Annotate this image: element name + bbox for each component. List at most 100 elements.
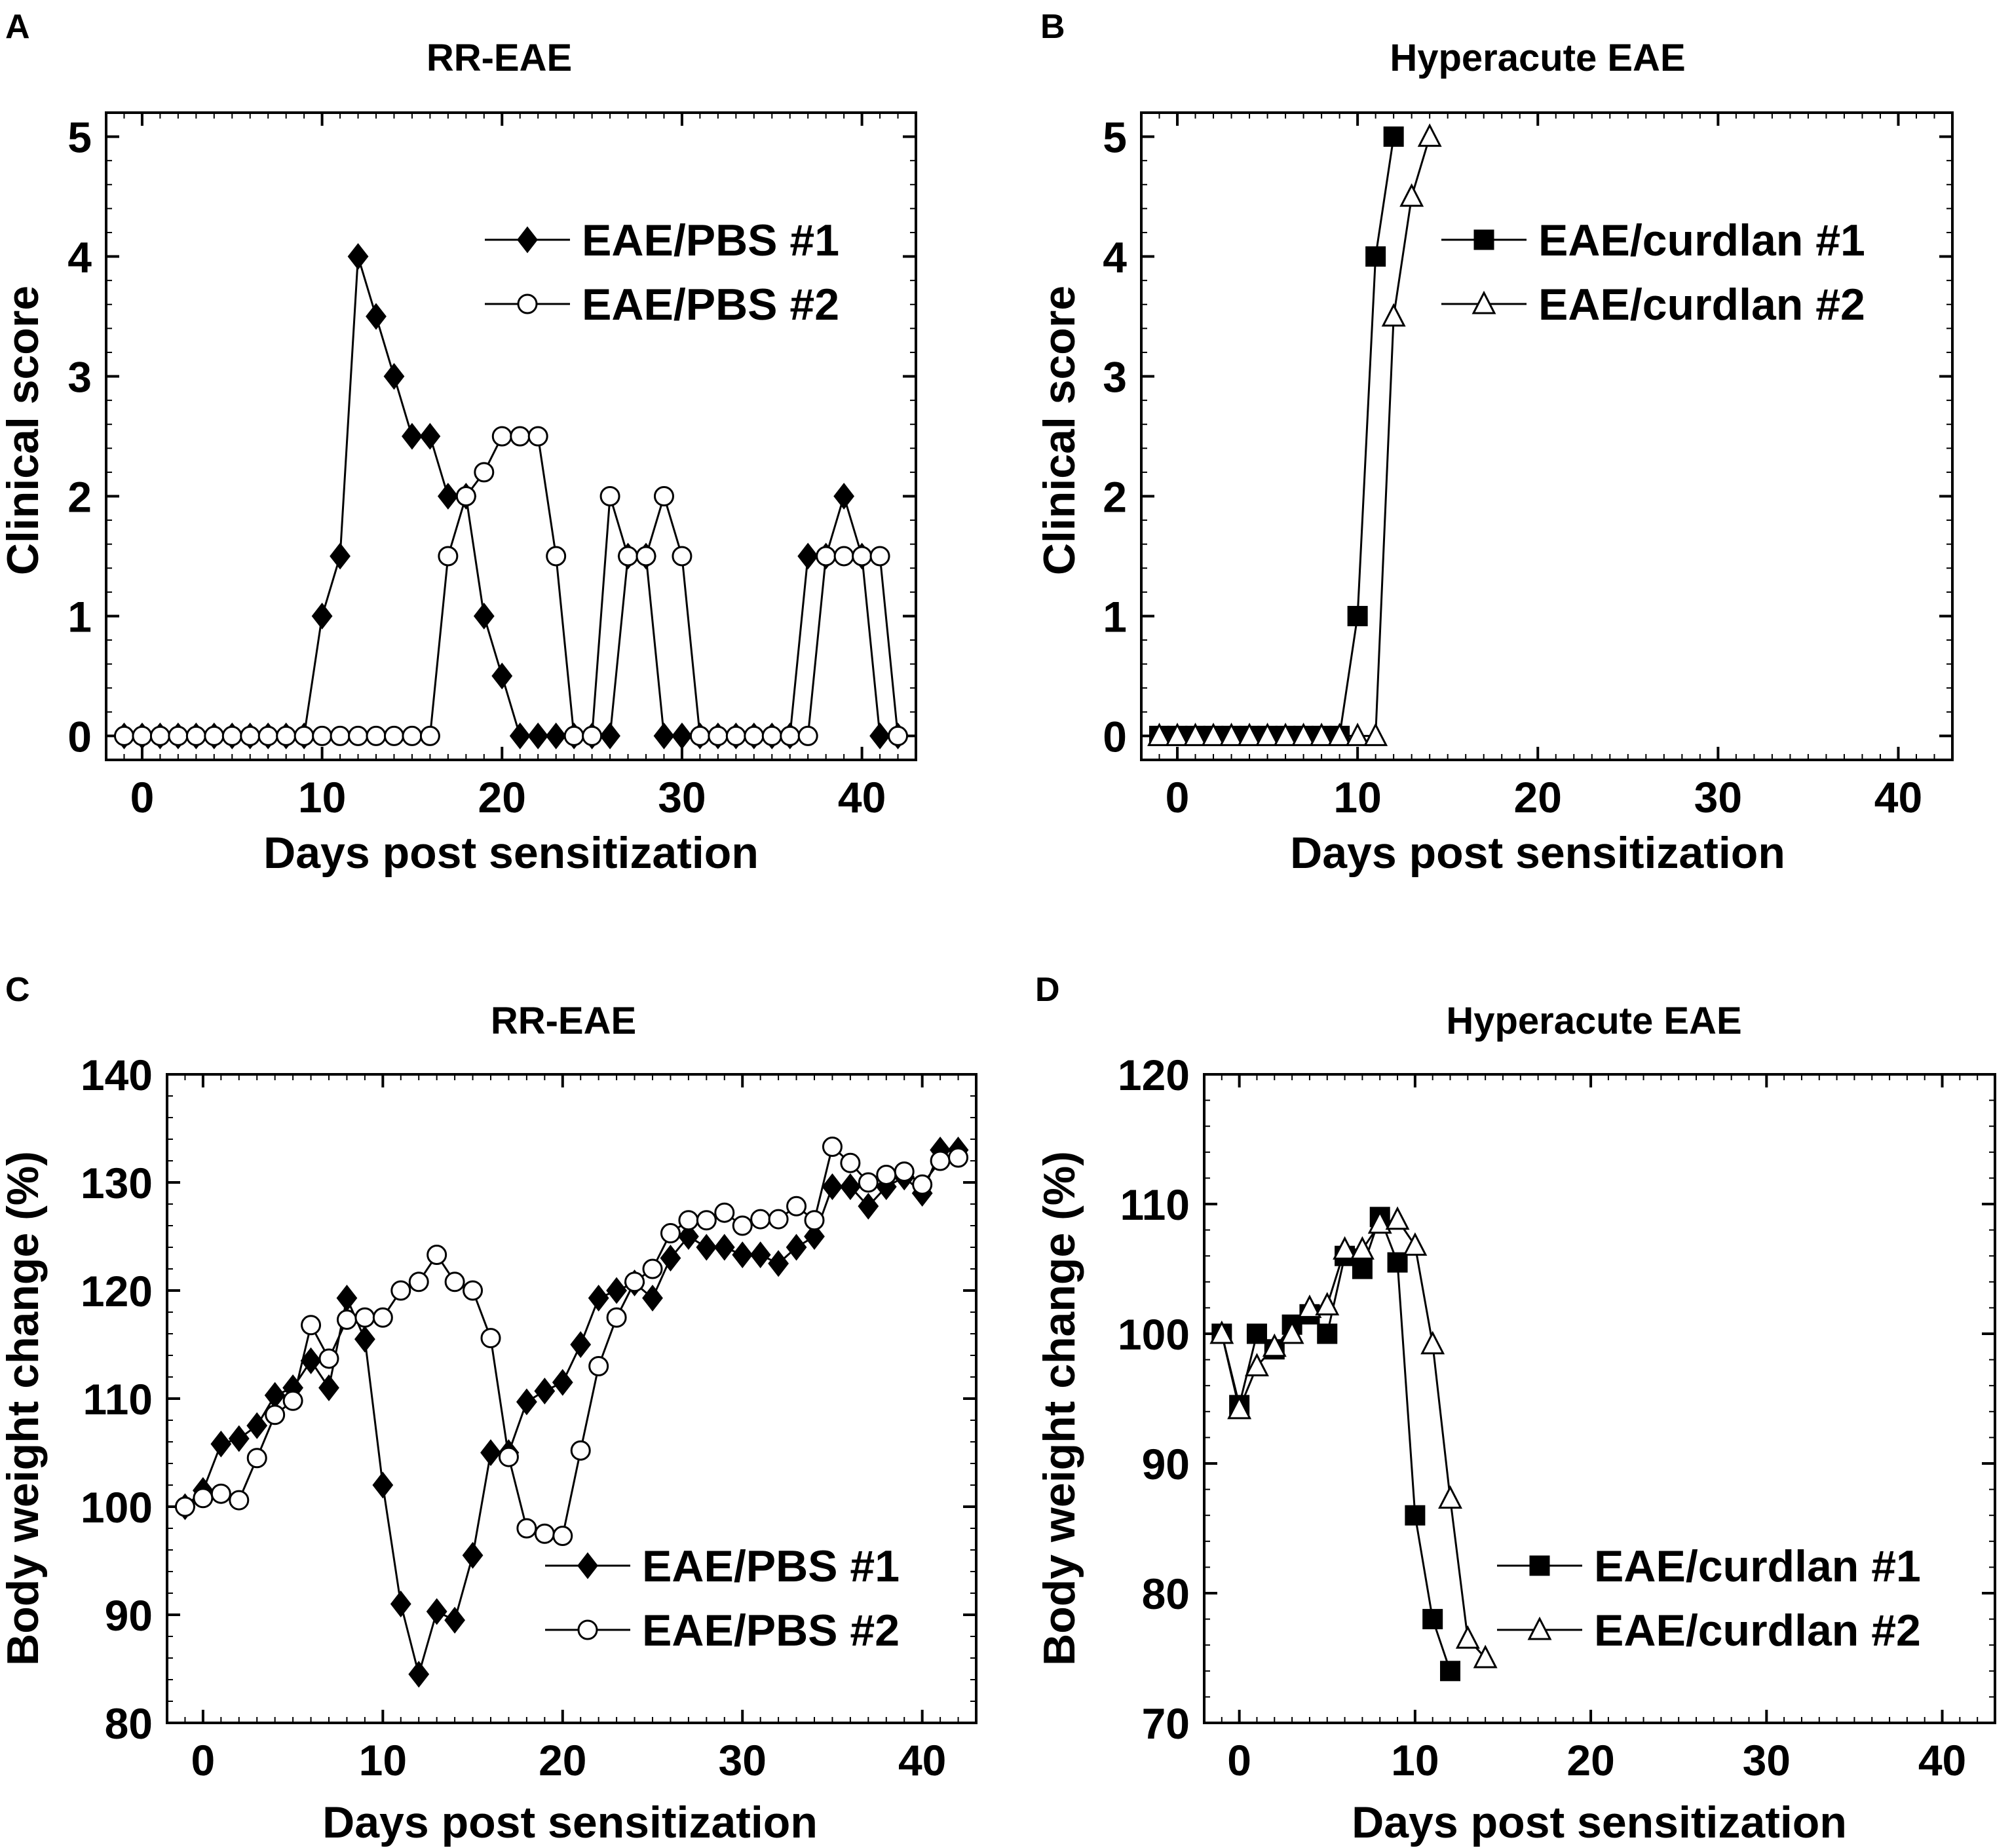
data-point-series-2 [534, 1523, 555, 1544]
legend-marker [1471, 290, 1496, 314]
y-tick-label: 2 [67, 472, 92, 521]
data-point-series-2 [229, 1490, 250, 1511]
data-point-series-1 [804, 1223, 825, 1250]
y-tick-label: 110 [83, 1375, 153, 1424]
legend-label: EAE/PBS #2 [582, 280, 839, 330]
y-tick-label: 120 [1118, 1051, 1190, 1099]
data-point-series-2 [282, 1390, 303, 1411]
data-point-series-2 [354, 1307, 375, 1328]
y-tick-label: 90 [1142, 1440, 1190, 1488]
data-point-series-2 [840, 1152, 861, 1173]
data-point-series-2 [546, 546, 567, 567]
y-tick-label: 130 [81, 1159, 153, 1207]
panel-a: A RR-EAE Days post sensitization Clinica… [0, 8, 917, 878]
data-point-series-1 [677, 1223, 699, 1250]
data-point-series-2 [1297, 1294, 1322, 1318]
data-point-series-2 [402, 725, 423, 746]
data-point-series-1 [491, 662, 513, 690]
data-point-series-2 [888, 725, 909, 746]
legend-marker [1529, 1555, 1550, 1576]
data-point-series-1 [462, 1541, 484, 1569]
data-point-series-2 [516, 1518, 537, 1539]
data-point-series-2 [474, 462, 495, 483]
x-tick-label: 20 [539, 1736, 586, 1784]
y-tick-label: 140 [81, 1051, 153, 1099]
data-point-series-1 [768, 1250, 789, 1277]
data-point-series-2 [1219, 723, 1244, 746]
data-point-series-1 [672, 722, 693, 749]
series-line-1 [1159, 136, 1395, 737]
y-tick-label: 90 [105, 1591, 153, 1640]
data-point-series-2 [1309, 723, 1334, 746]
legend-marker [577, 1552, 598, 1579]
data-point-series-2 [372, 1307, 393, 1328]
y-tick-label: 1 [67, 592, 92, 641]
data-point-series-1 [1365, 246, 1386, 267]
data-point-series-1 [437, 483, 459, 510]
data-point-series-1 [318, 1374, 339, 1401]
data-point-series-2 [438, 546, 459, 567]
data-point-series-1 [1246, 1323, 1267, 1344]
data-point-series-2 [113, 725, 134, 746]
data-point-series-2 [480, 1328, 501, 1349]
data-point-series-2 [636, 546, 656, 567]
legend-label: EAE/curdlan #2 [1538, 280, 1865, 330]
y-axis-label: Body weight change (%) [1034, 1151, 1084, 1666]
data-point-series-2 [427, 1245, 447, 1266]
x-tick-label: 0 [130, 773, 155, 821]
x-tick-label: 30 [658, 773, 706, 821]
data-point-series-2 [869, 546, 890, 567]
data-point-series-2 [257, 725, 278, 746]
x-axis-label: Days post sensitization [1290, 828, 1785, 878]
data-point-series-2 [1367, 1210, 1392, 1234]
data-point-series-2 [672, 546, 693, 567]
data-point-series-1 [696, 1234, 717, 1261]
data-point-series-2 [912, 1174, 933, 1195]
y-axis-label: Body weight change (%) [0, 1151, 48, 1666]
y-axis-label: Clinical score [1034, 286, 1084, 575]
data-markers [1147, 123, 1442, 746]
data-point-series-2 [174, 1496, 195, 1517]
panel-label: A [5, 8, 30, 46]
data-point-series-2 [1273, 723, 1298, 746]
data-point-series-2 [930, 1150, 951, 1171]
data-point-series-2 [294, 725, 314, 746]
axes: 0 10 20 30 40 0 1 2 3 4 5 [67, 111, 917, 821]
data-point-series-2 [185, 725, 206, 746]
data-point-series-2 [318, 1348, 339, 1369]
data-point-series-2 [408, 1272, 429, 1292]
data-point-series-2 [689, 725, 710, 746]
legend-label: EAE/curdlan #1 [1538, 216, 1865, 265]
data-point-series-2 [599, 485, 620, 506]
data-point-series-2 [618, 546, 639, 567]
data-point-series-2 [301, 1315, 322, 1336]
data-point-series-1 [509, 722, 531, 749]
data-point-series-2 [552, 1526, 573, 1547]
y-tick-label: 5 [67, 113, 92, 162]
data-point-series-2 [1183, 723, 1207, 746]
data-point-series-1 [1422, 1609, 1443, 1630]
x-tick-label: 0 [1227, 1736, 1251, 1784]
y-tick-label: 80 [105, 1699, 153, 1748]
x-axis-label: Days post sensitization [263, 828, 759, 878]
data-point-series-2 [336, 1310, 357, 1330]
data-point-series-1 [372, 1471, 394, 1499]
data-point-series-1 [1405, 1505, 1426, 1526]
series-line-2 [184, 1144, 959, 1537]
x-tick-label: 10 [1333, 773, 1381, 821]
data-point-series-1 [833, 483, 855, 510]
plot-frame [105, 111, 917, 761]
data-point-series-2 [1255, 723, 1280, 746]
data-point-series-1 [527, 722, 549, 749]
x-tick-label: 10 [1391, 1736, 1439, 1784]
x-tick-label: 30 [1743, 1736, 1791, 1784]
chart-title: Hyperacute EAE [1446, 1000, 1741, 1042]
data-point-series-2 [1327, 723, 1352, 746]
data-point-series-2 [1345, 723, 1370, 746]
x-tick-label: 10 [359, 1736, 407, 1784]
data-point-series-2 [1315, 1292, 1340, 1315]
data-point-series-1 [390, 1591, 411, 1617]
legend-marker [517, 293, 538, 314]
data-point-series-1 [1387, 1252, 1408, 1273]
